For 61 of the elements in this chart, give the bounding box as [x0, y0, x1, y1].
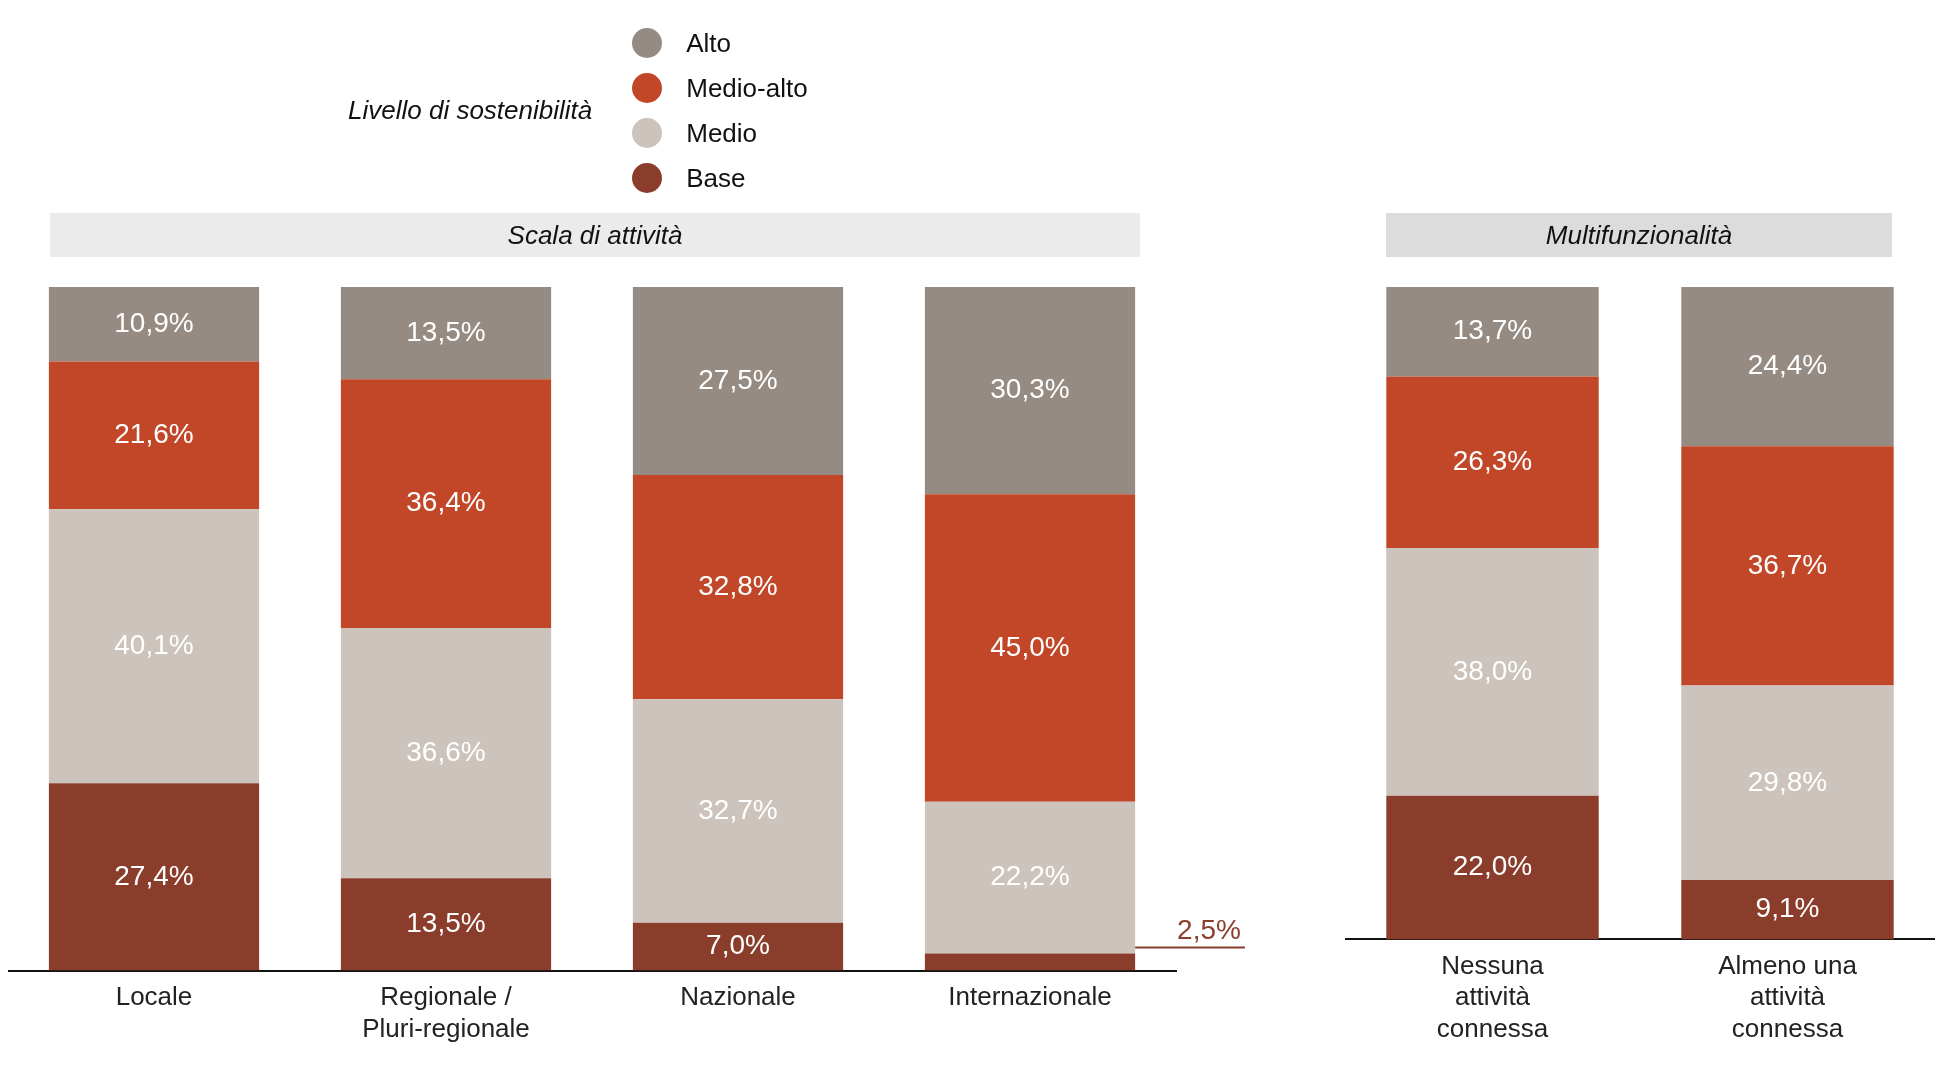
chart-title: Scala di attività [50, 213, 1140, 257]
legend-label: Base [686, 162, 746, 194]
data-label: 30,3% [990, 373, 1070, 405]
x-tick-label: Internazionale [948, 981, 1112, 1012]
x-tick-label: Nessuna attività connessa [1436, 950, 1549, 1043]
data-label: 26,3% [1452, 444, 1533, 476]
data-label: 27,5% [698, 363, 778, 395]
bar [924, 287, 1136, 495]
bar [340, 878, 552, 971]
data-label: 40,1% [114, 628, 194, 660]
bar [924, 801, 1136, 954]
bar [632, 474, 844, 700]
data-label: 32,7% [698, 793, 778, 825]
bar [340, 379, 552, 629]
legend-label: Medio [686, 117, 758, 149]
data-label: 27,4% [114, 859, 194, 891]
bar [340, 287, 552, 380]
x-tick-label: Almeno una attività connessa [1718, 950, 1858, 1043]
bar [48, 361, 260, 510]
data-label: 36,6% [406, 735, 486, 767]
data-label: 36,7% [1747, 548, 1828, 580]
bar [924, 494, 1136, 802]
chart-title: Multifunzionalità [1386, 213, 1892, 257]
bar [632, 699, 844, 923]
bar [340, 628, 552, 879]
data-label: 21,6% [114, 418, 194, 450]
bar [632, 287, 844, 475]
data-label: 13,7% [1452, 314, 1533, 346]
bar [1681, 287, 1894, 447]
data-label: 36,4% [406, 486, 486, 518]
data-label: 38,0% [1452, 654, 1533, 686]
data-label: 10,9% [114, 306, 194, 338]
bar [1681, 685, 1894, 881]
data-label: 2,5% [1177, 914, 1241, 946]
legend-label: Alto [686, 27, 732, 59]
x-tick-label: Regionale / Pluri-regionale [362, 981, 530, 1043]
data-label: 7,0% [706, 929, 770, 961]
data-label: 9,1% [1755, 892, 1820, 924]
bar [1681, 446, 1894, 686]
bar [48, 287, 260, 362]
data-label: 13,5% [406, 315, 486, 347]
bar [1386, 795, 1599, 940]
bar [1386, 547, 1599, 796]
legend-title: Livello di sostenibilità [348, 95, 593, 126]
x-tick-label: Nazionale [680, 981, 796, 1012]
data-label: 22,0% [1452, 850, 1533, 882]
data-label: 22,2% [990, 860, 1070, 892]
bar [48, 509, 260, 784]
bar [924, 953, 1136, 971]
bar [1386, 287, 1599, 377]
bar [1386, 376, 1599, 548]
bar [48, 783, 260, 971]
bar [1681, 880, 1894, 940]
data-label: 32,8% [698, 569, 778, 601]
data-label: 24,4% [1747, 349, 1828, 381]
data-label: 13,5% [406, 907, 486, 939]
legend-label: Medio-alto [686, 72, 808, 104]
data-label: 45,0% [990, 630, 1070, 662]
data-label: 29,8% [1747, 765, 1828, 797]
x-tick-label: Locale [115, 981, 193, 1012]
bar [632, 922, 844, 971]
